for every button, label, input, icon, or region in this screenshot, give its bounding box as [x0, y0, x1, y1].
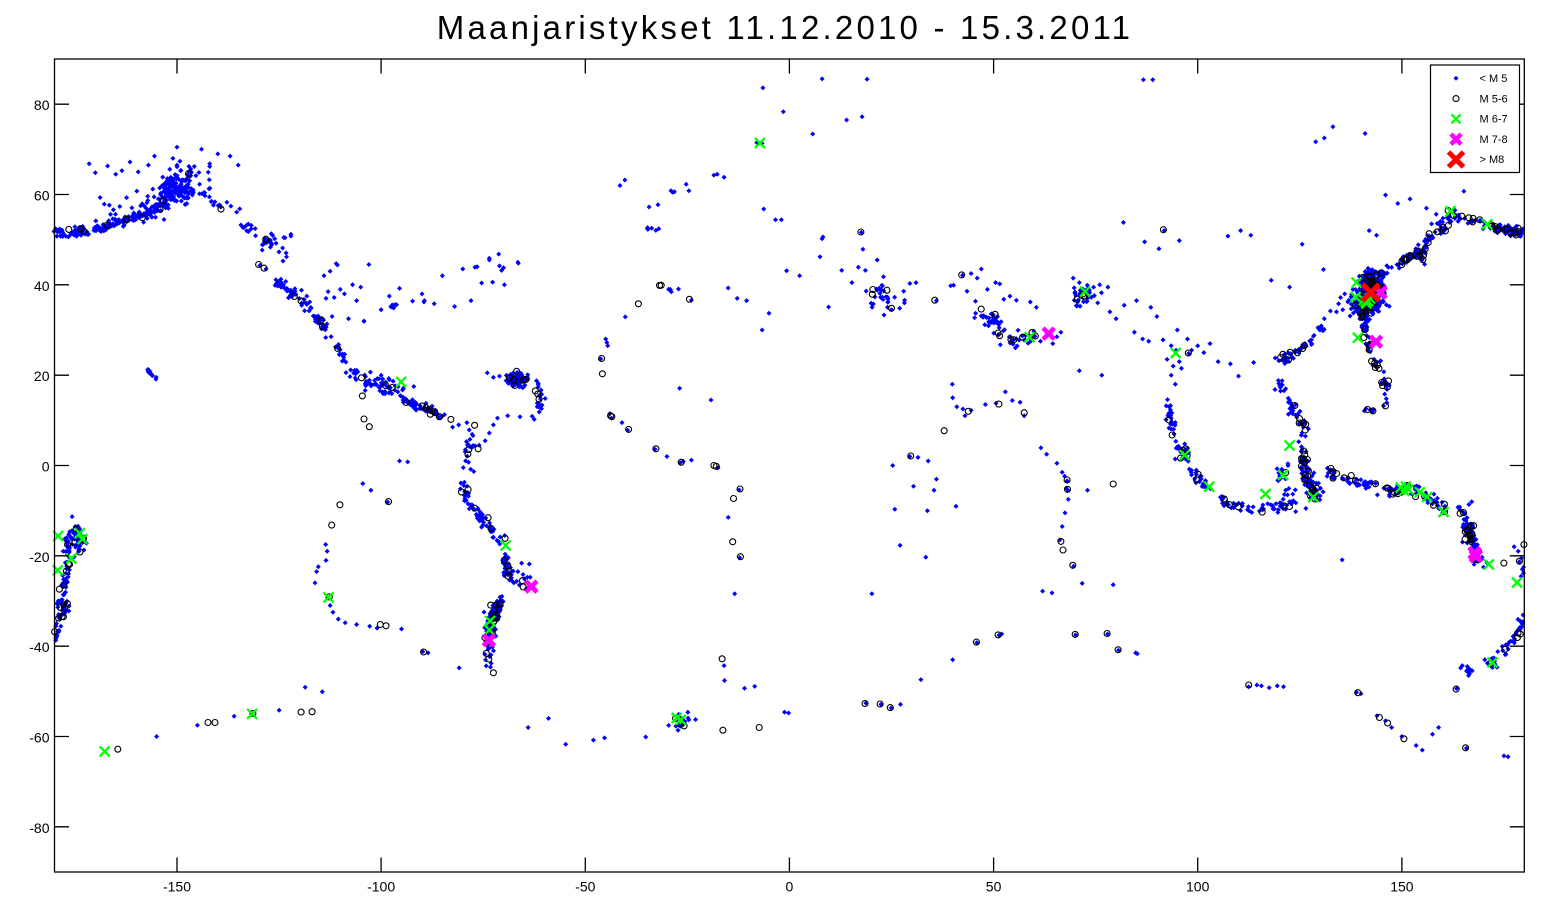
svg-text:< M 5: < M 5: [1480, 73, 1508, 85]
svg-text:0: 0: [786, 879, 794, 895]
svg-text:50: 50: [986, 879, 1002, 895]
svg-text:M 5-6: M 5-6: [1480, 93, 1508, 105]
svg-text:-40: -40: [29, 639, 49, 655]
svg-text:M 6-7: M 6-7: [1480, 114, 1508, 126]
svg-text:-150: -150: [163, 879, 191, 895]
svg-text:40: 40: [34, 278, 50, 294]
svg-text:60: 60: [34, 188, 50, 204]
svg-text:Maanjaristykset 11.12.2010 - 1: Maanjaristykset 11.12.2010 - 15.3.2011: [437, 9, 1133, 46]
svg-text:-60: -60: [29, 730, 49, 746]
svg-text:-20: -20: [29, 549, 49, 565]
svg-text:-50: -50: [575, 879, 595, 895]
svg-text:-80: -80: [29, 820, 49, 836]
svg-text:150: 150: [1390, 879, 1414, 895]
svg-text:0: 0: [42, 459, 50, 475]
svg-text:> M8: > M8: [1480, 154, 1505, 166]
svg-text:80: 80: [34, 97, 50, 113]
svg-text:100: 100: [1186, 879, 1210, 895]
svg-text:-100: -100: [367, 879, 395, 895]
svg-text:M 7-8: M 7-8: [1480, 134, 1508, 146]
svg-text:20: 20: [34, 368, 50, 384]
